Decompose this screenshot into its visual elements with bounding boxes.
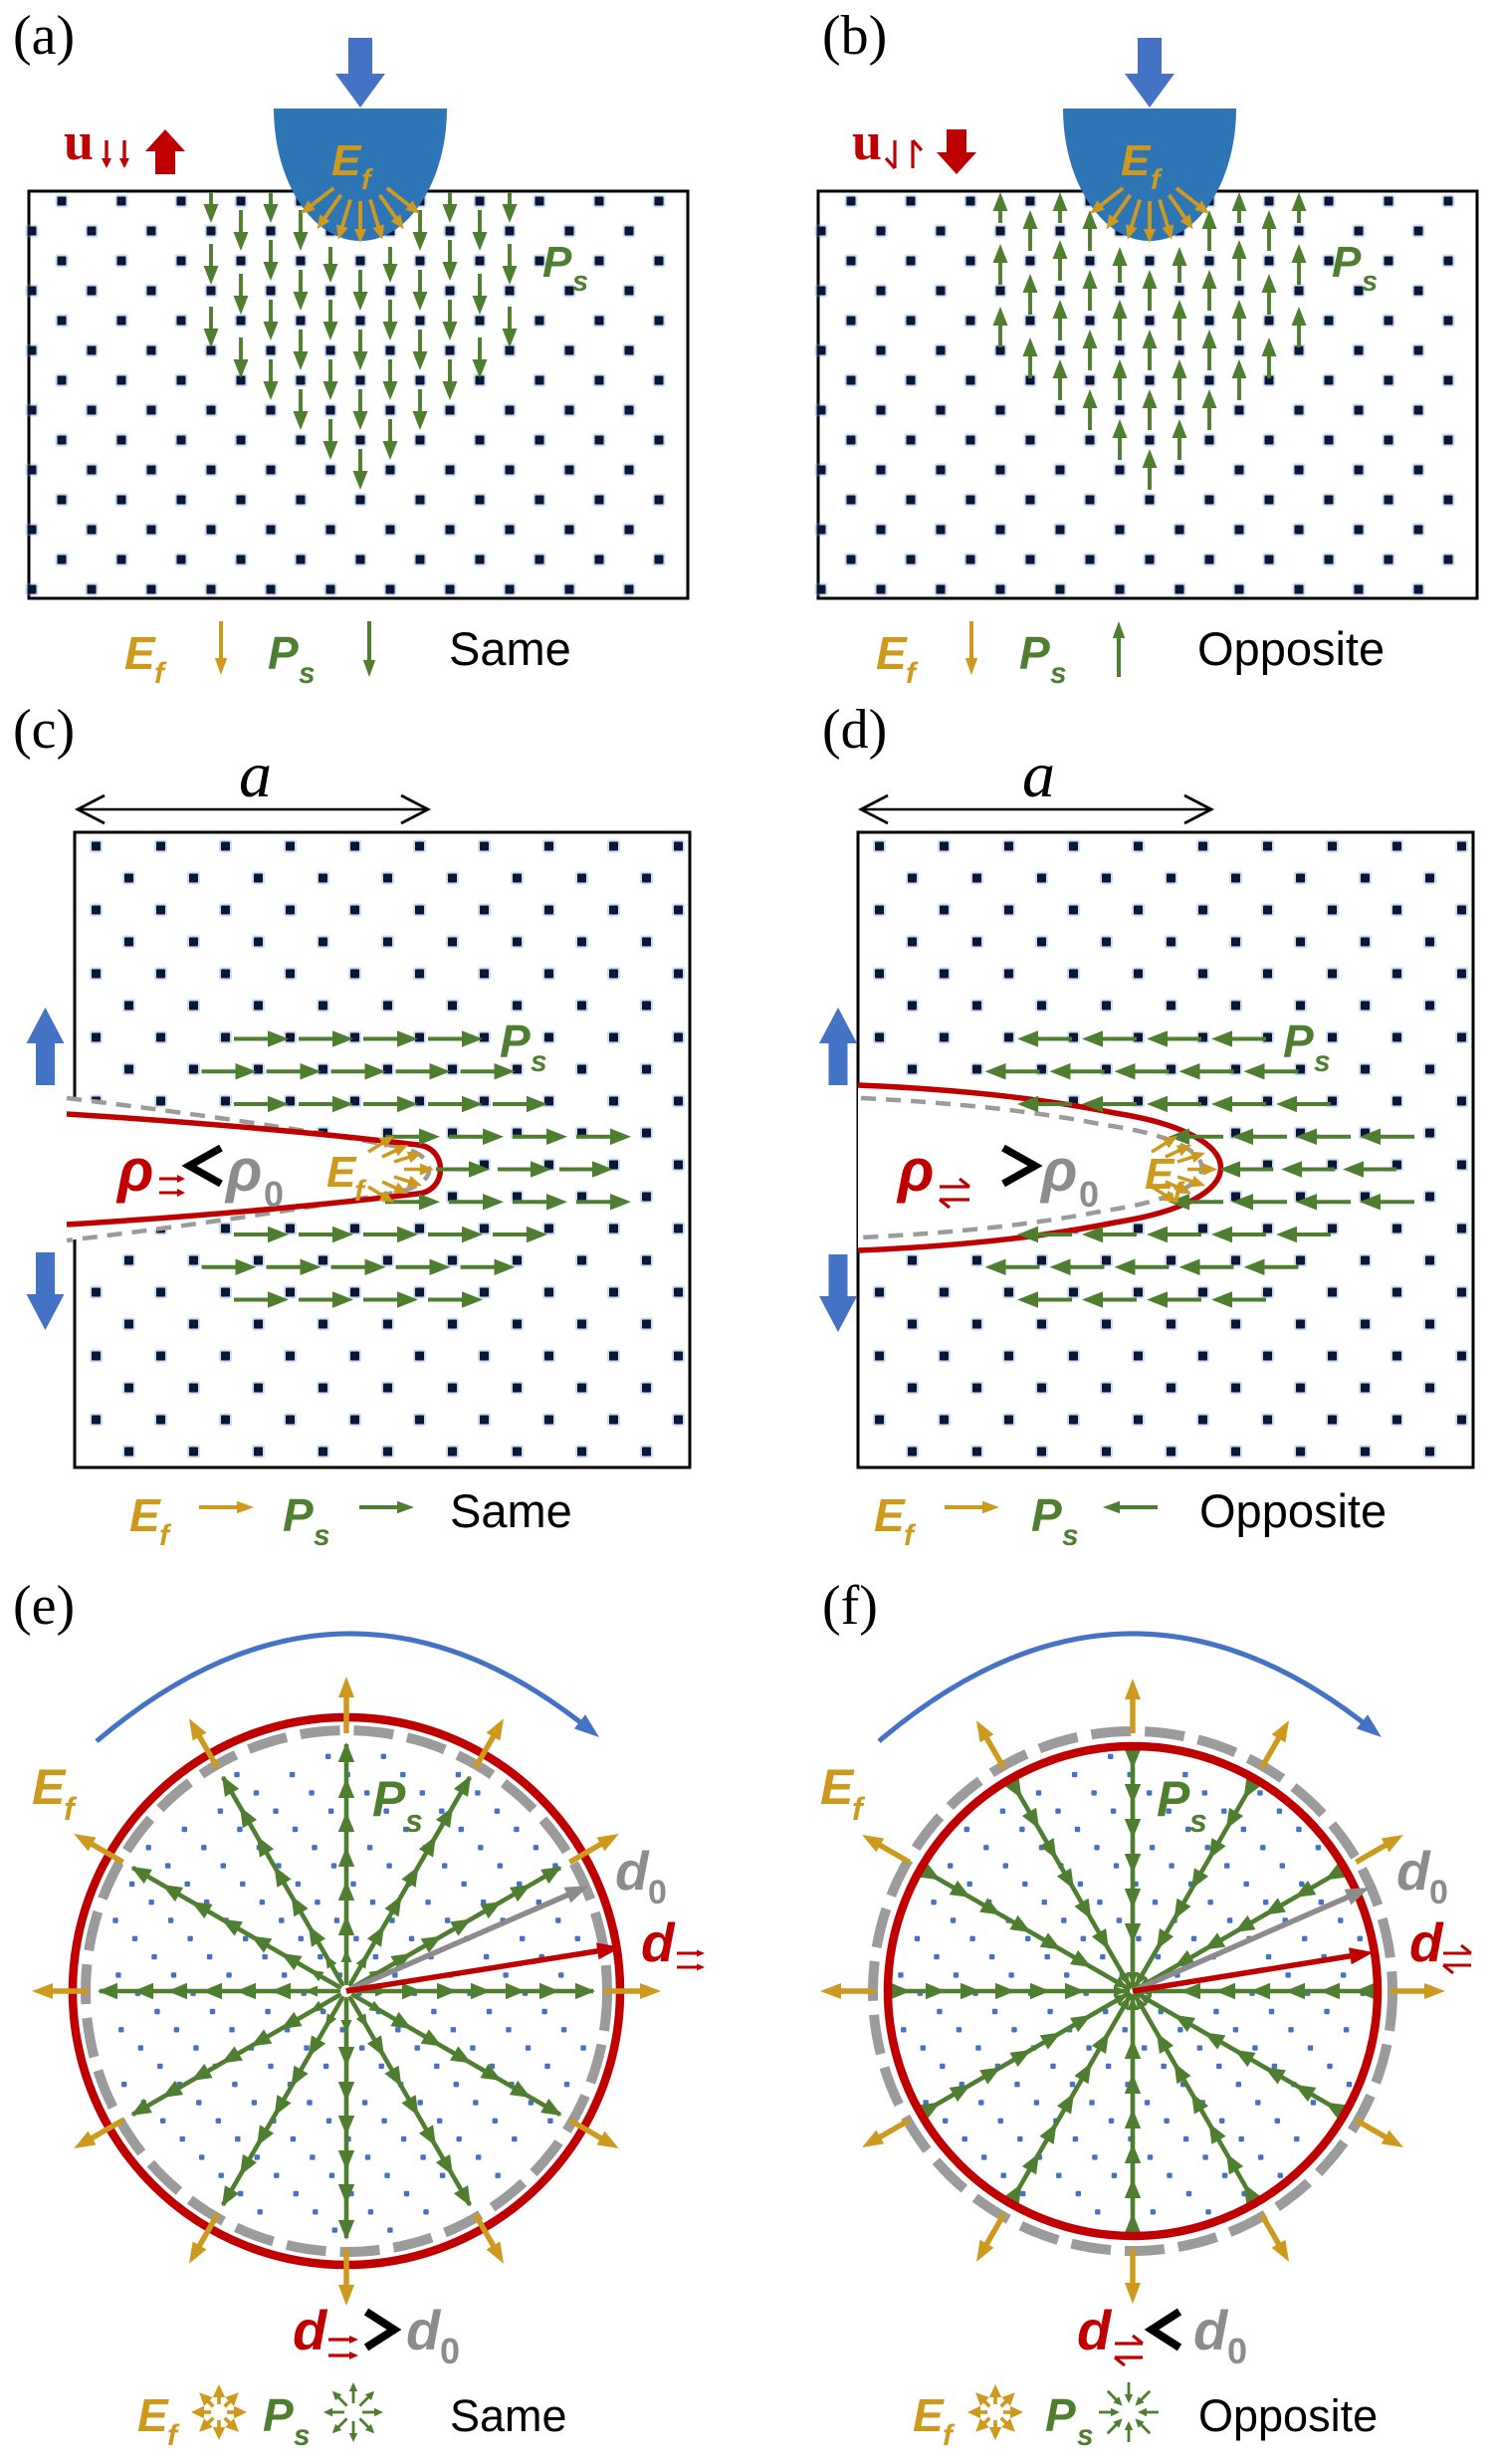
- svg-text:s: s: [1362, 266, 1378, 298]
- svg-text:0: 0: [1429, 1874, 1448, 1911]
- svg-text:u: u: [852, 112, 882, 171]
- svg-text:Opposite: Opposite: [1199, 1484, 1387, 1537]
- svg-text:(b): (b): [822, 5, 887, 67]
- svg-text:E: E: [876, 627, 908, 679]
- svg-text:f: f: [167, 2419, 180, 2452]
- svg-text:u: u: [64, 112, 94, 171]
- svg-text:f: f: [904, 1519, 917, 1552]
- svg-text:0: 0: [440, 2331, 460, 2371]
- svg-text:s: s: [531, 1045, 547, 1078]
- svg-text:ρ: ρ: [896, 1137, 934, 1204]
- svg-text:P: P: [500, 1015, 531, 1067]
- svg-text:d: d: [1396, 1840, 1431, 1902]
- svg-text:(c): (c): [13, 699, 75, 761]
- svg-text:s: s: [1050, 657, 1067, 690]
- svg-text:0: 0: [264, 1174, 284, 1215]
- svg-text:Opposite: Opposite: [1198, 2390, 1378, 2441]
- svg-text:s: s: [405, 1803, 423, 1839]
- svg-text:E: E: [326, 1148, 357, 1197]
- svg-text:P: P: [1332, 238, 1362, 287]
- svg-text:d: d: [1077, 2299, 1113, 2361]
- svg-text:f: f: [852, 1791, 866, 1827]
- svg-text:s: s: [1189, 1803, 1207, 1839]
- svg-text:0: 0: [1227, 2331, 1247, 2371]
- svg-text:E: E: [1121, 136, 1152, 185]
- svg-text:d: d: [615, 1840, 650, 1902]
- svg-text:P: P: [1019, 627, 1050, 679]
- svg-text:a: a: [1022, 739, 1055, 811]
- svg-text:Opposite: Opposite: [1197, 622, 1385, 675]
- svg-text:E: E: [124, 627, 156, 679]
- svg-text:f: f: [64, 1791, 78, 1827]
- svg-text:E: E: [32, 1759, 67, 1815]
- svg-text:f: f: [159, 1519, 172, 1552]
- svg-text:Same: Same: [450, 2390, 567, 2441]
- svg-text:s: s: [299, 657, 316, 690]
- svg-text:E: E: [820, 1759, 855, 1815]
- svg-text:d: d: [641, 1911, 676, 1973]
- svg-text:E: E: [129, 1489, 161, 1541]
- svg-text:f: f: [906, 657, 919, 690]
- svg-text:d: d: [293, 2299, 328, 2361]
- svg-text:0: 0: [648, 1874, 667, 1911]
- svg-text:P: P: [372, 1771, 406, 1827]
- svg-text:s: s: [1314, 1045, 1331, 1078]
- svg-text:E: E: [137, 2389, 169, 2441]
- svg-text:s: s: [1077, 2419, 1094, 2452]
- svg-text:(d): (d): [822, 699, 887, 761]
- svg-text:f: f: [1173, 1177, 1185, 1210]
- svg-text:ρ: ρ: [1039, 1137, 1077, 1204]
- svg-text:E: E: [1145, 1150, 1175, 1199]
- svg-text:P: P: [542, 238, 572, 287]
- svg-text:P: P: [1045, 2389, 1076, 2441]
- svg-text:Same: Same: [449, 622, 571, 675]
- svg-text:E: E: [331, 136, 362, 185]
- svg-text:d: d: [406, 2299, 442, 2361]
- svg-text:P: P: [1157, 1771, 1190, 1827]
- svg-text:f: f: [154, 657, 167, 690]
- svg-text:E: E: [913, 2389, 945, 2441]
- svg-text:d: d: [1409, 1911, 1444, 1973]
- svg-text:s: s: [314, 1519, 330, 1552]
- svg-text:s: s: [294, 2419, 311, 2452]
- svg-text:(a): (a): [13, 5, 75, 67]
- svg-text:f: f: [354, 1175, 367, 1208]
- svg-text:s: s: [1062, 1519, 1079, 1552]
- svg-text:0: 0: [1079, 1174, 1099, 1215]
- svg-text:(e): (e): [13, 1575, 75, 1637]
- svg-text:P: P: [268, 627, 299, 679]
- svg-text:s: s: [572, 266, 588, 298]
- svg-text:ρ: ρ: [224, 1137, 262, 1204]
- svg-text:P: P: [1031, 1489, 1062, 1541]
- svg-text:E: E: [874, 1489, 906, 1541]
- svg-text:Same: Same: [450, 1484, 572, 1537]
- svg-text:P: P: [263, 2389, 294, 2441]
- svg-text:a: a: [239, 739, 272, 811]
- svg-text:P: P: [1283, 1015, 1314, 1067]
- svg-text:P: P: [283, 1489, 314, 1541]
- svg-text:d: d: [1193, 2299, 1229, 2361]
- svg-text:f: f: [943, 2419, 956, 2452]
- svg-text:(f): (f): [822, 1575, 878, 1637]
- svg-text:ρ: ρ: [115, 1137, 153, 1204]
